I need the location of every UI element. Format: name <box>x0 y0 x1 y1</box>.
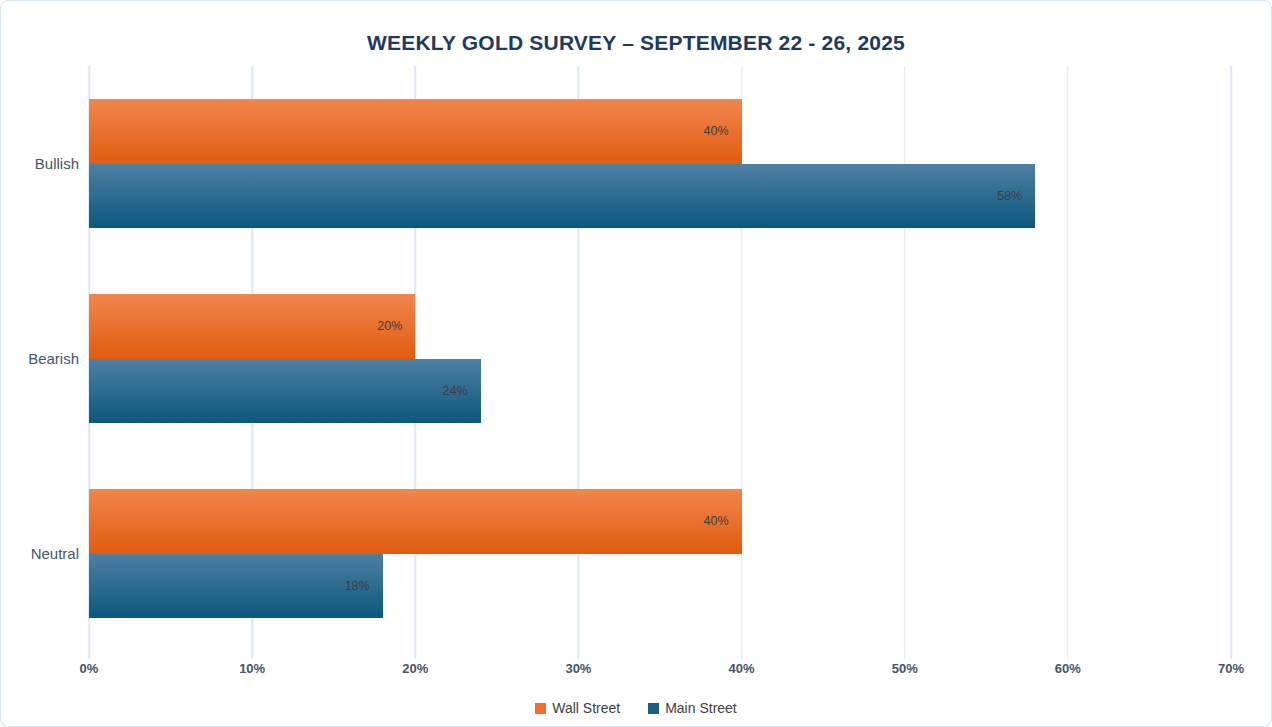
x-axis: 0%10%20%30%40%50%60%70% <box>89 661 1231 679</box>
x-tick-label: 70% <box>1218 661 1244 676</box>
y-axis-category-labels: BullishBearishNeutral <box>1 66 79 651</box>
category-label: Neutral <box>1 456 79 651</box>
chart-title: WEEKLY GOLD SURVEY – SEPTEMBER 22 - 26, … <box>1 31 1271 55</box>
plot-area: 40% 58% 20% 24% 40% 18% <box>89 66 1231 651</box>
x-tick-label: 30% <box>565 661 591 676</box>
bar-main-street: 58% <box>89 164 1035 229</box>
chart-card: WEEKLY GOLD SURVEY – SEPTEMBER 22 - 26, … <box>0 0 1272 727</box>
bar-value-label: 20% <box>377 319 402 333</box>
bar-value-label: 18% <box>345 579 370 593</box>
legend-swatch <box>535 703 546 714</box>
legend-swatch <box>648 703 659 714</box>
bar-wall-street: 20% <box>89 294 415 359</box>
category-label: Bullish <box>1 66 79 261</box>
bar-group-neutral: 40% 18% <box>89 456 1231 651</box>
bar-main-street: 18% <box>89 554 383 619</box>
bar-group-bullish: 40% 58% <box>89 66 1231 261</box>
x-tick-label: 50% <box>892 661 918 676</box>
legend: Wall Street Main Street <box>1 700 1271 716</box>
category-label: Bearish <box>1 261 79 456</box>
x-tick-label: 40% <box>729 661 755 676</box>
x-tick-label: 0% <box>80 661 99 676</box>
bar-main-street: 24% <box>89 359 481 424</box>
bar-wall-street: 40% <box>89 489 742 554</box>
bar-wall-street: 40% <box>89 99 742 164</box>
legend-label: Main Street <box>665 700 737 716</box>
bar-group-bearish: 20% 24% <box>89 261 1231 456</box>
bar-value-label: 24% <box>443 384 468 398</box>
x-tick-label: 60% <box>1055 661 1081 676</box>
legend-item-wall-street: Wall Street <box>535 700 620 716</box>
legend-item-main-street: Main Street <box>648 700 737 716</box>
legend-label: Wall Street <box>552 700 620 716</box>
bar-value-label: 58% <box>997 189 1022 203</box>
bar-value-label: 40% <box>704 514 729 528</box>
bar-value-label: 40% <box>704 124 729 138</box>
x-tick-label: 20% <box>402 661 428 676</box>
x-tick-label: 10% <box>239 661 265 676</box>
